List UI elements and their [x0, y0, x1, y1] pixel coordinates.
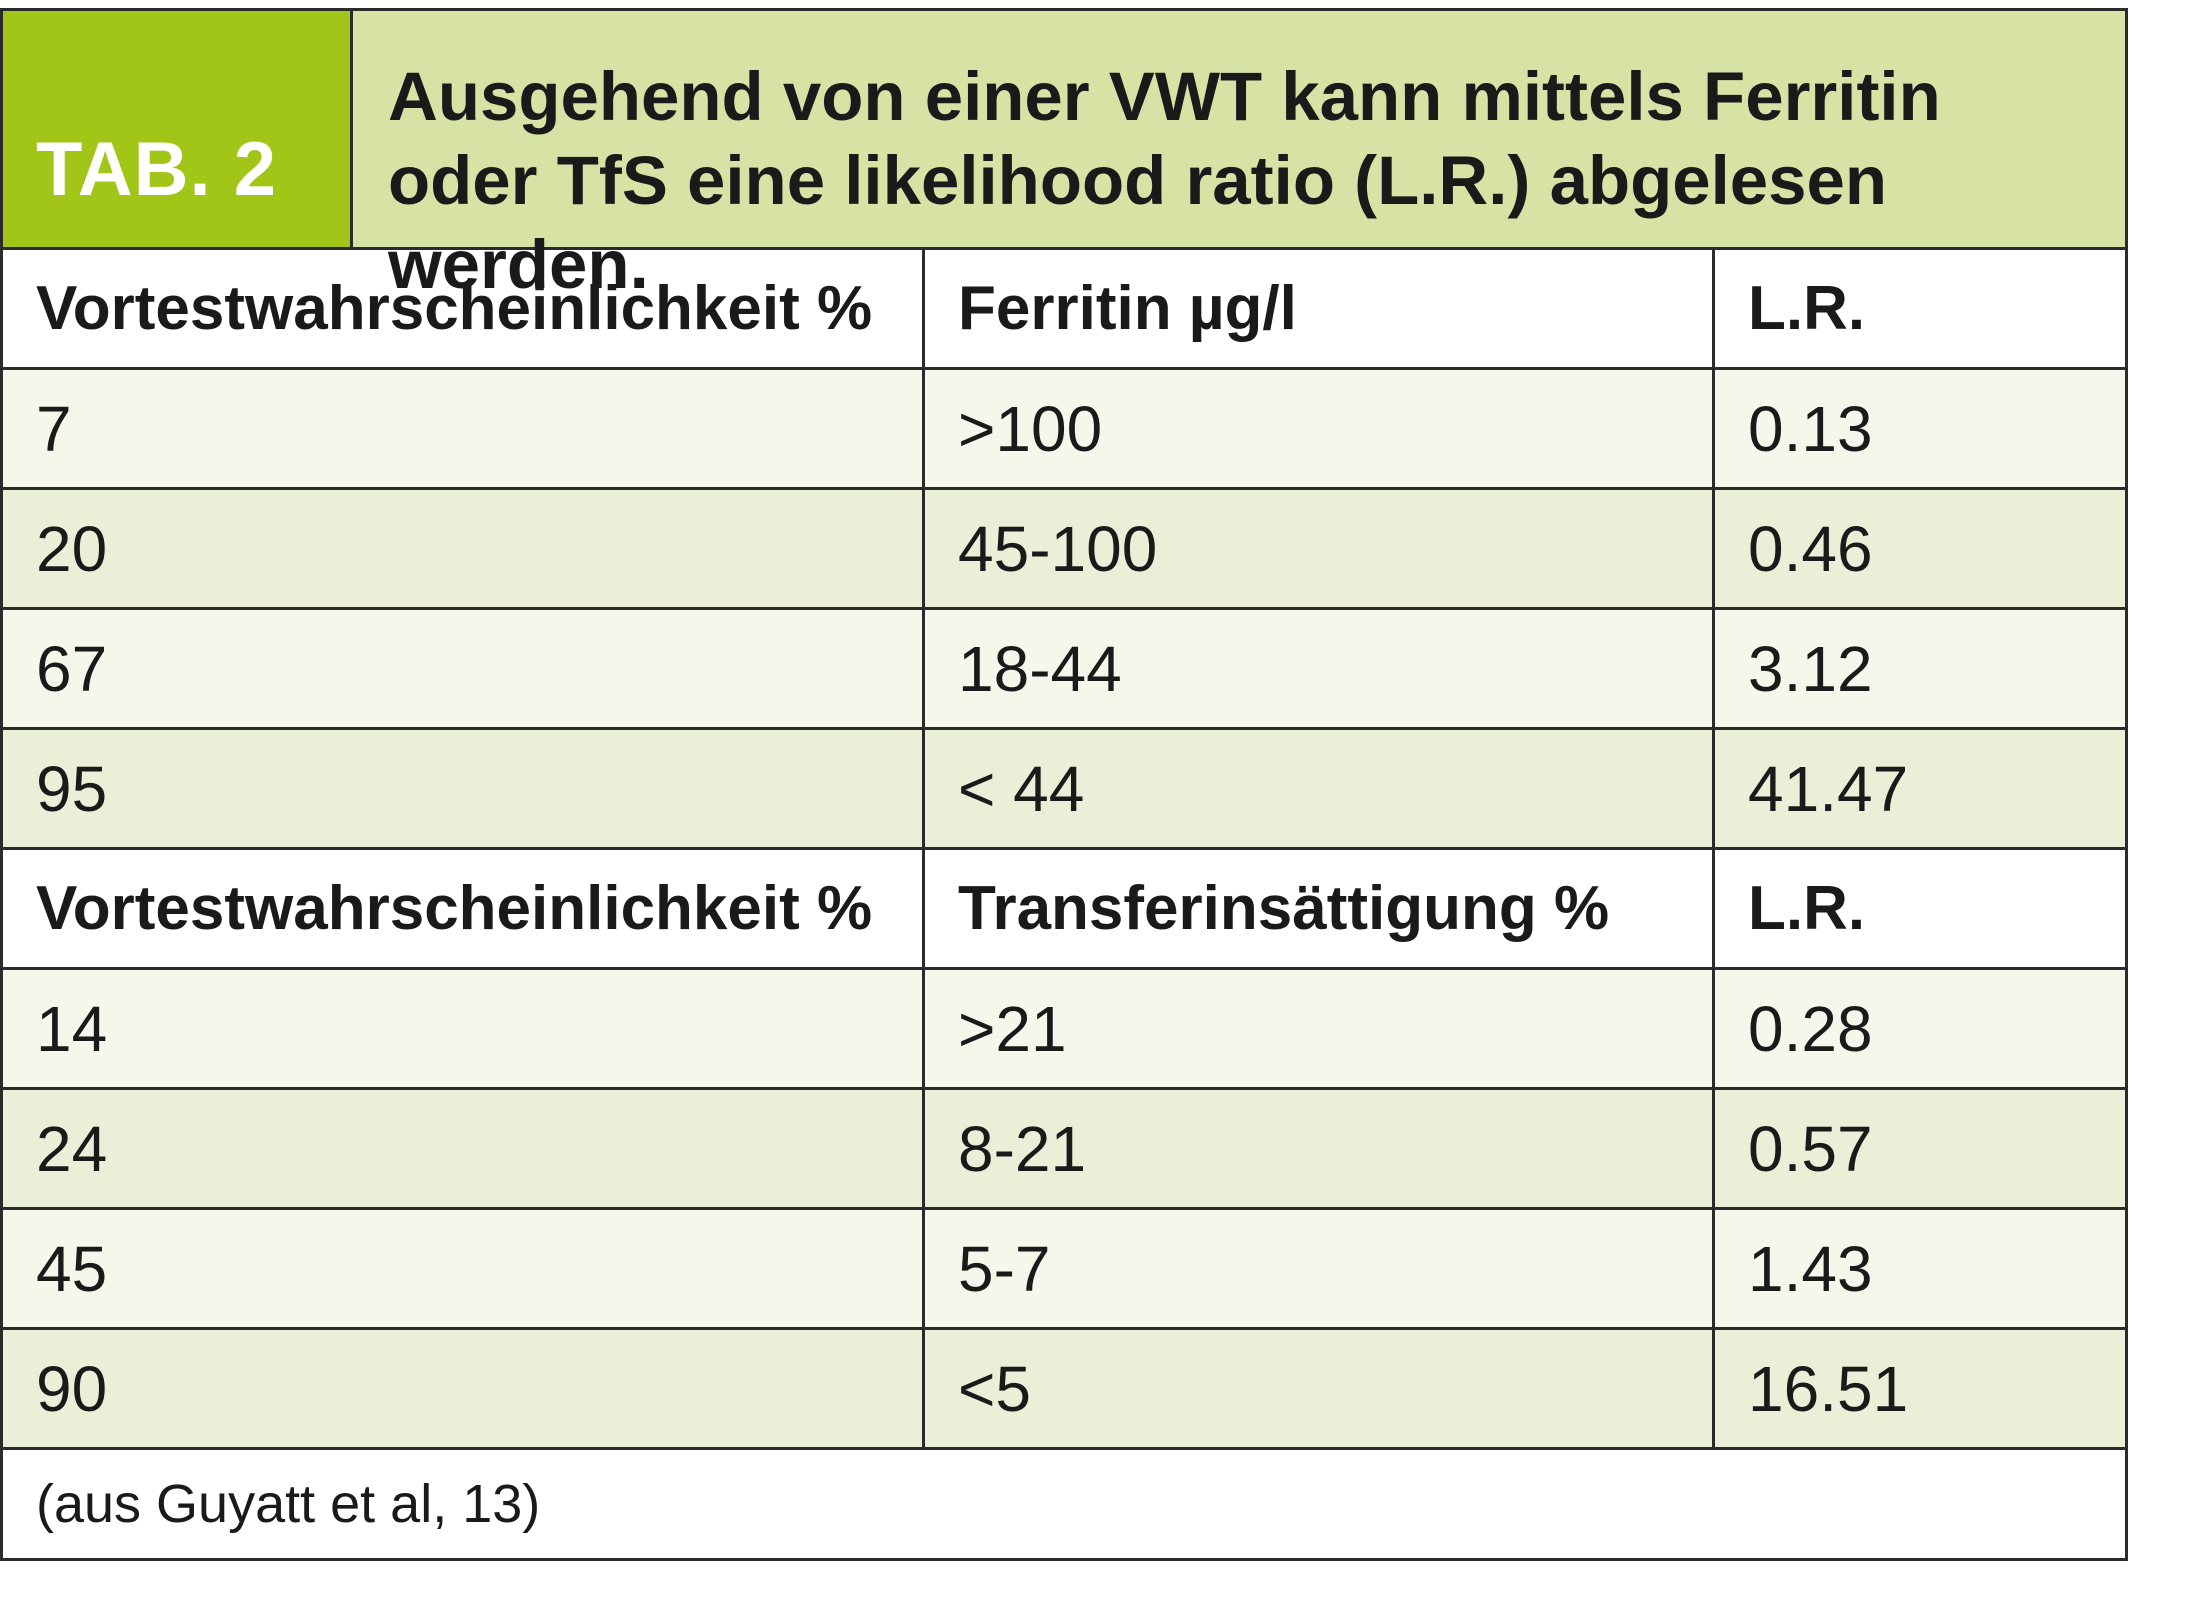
table-figure: TAB. 2 Ausgehend von einer VWT kann mitt…	[0, 8, 2128, 1561]
cell-likelihood-ratio: 0.28	[1748, 992, 1873, 1065]
table-row: 14 >21 0.28	[3, 970, 2125, 1090]
cell-likelihood-ratio: 0.57	[1748, 1112, 1873, 1185]
cell-transferrin-saturation: 5-7	[925, 1210, 1715, 1327]
cell-pretest-probability: 45	[3, 1210, 925, 1327]
table-title: Ausgehend von einer VWT kann mittels Fer…	[388, 58, 1941, 303]
cell-ferritin: 18-44	[925, 610, 1715, 727]
table-caption: TAB. 2 Ausgehend von einer VWT kann mitt…	[3, 11, 2125, 303]
cell-likelihood-ratio: 1.43	[1748, 1232, 1873, 1305]
table-row: 7 >100 0.13	[3, 370, 2125, 490]
cell-ferritin: >100	[925, 370, 1715, 487]
header-likelihood-ratio: L.R.	[1748, 274, 1866, 343]
cell-pretest-probability: 95	[3, 730, 925, 847]
cell-transferrin-saturation: >21	[925, 970, 1715, 1087]
ferritin-header-row: Vortestwahrscheinlichkeit % Ferritin µg/…	[3, 250, 2125, 370]
cell-pretest-probability: 24	[3, 1090, 925, 1207]
header-pretest-probability: Vortestwahrscheinlichkeit %	[3, 250, 925, 367]
cell-pretest-probability: 90	[3, 1330, 925, 1447]
cell-likelihood-ratio: 16.51	[1748, 1352, 1909, 1425]
table-source-footnote: (aus Guyatt et al, 13)	[3, 1450, 2125, 1558]
cell-transferrin-saturation: 8-21	[925, 1090, 1715, 1207]
cell-pretest-probability: 14	[3, 970, 925, 1087]
header-pretest-probability: Vortestwahrscheinlichkeit %	[3, 850, 925, 967]
table-row: 20 45-100 0.46	[3, 490, 2125, 610]
header-likelihood-ratio: L.R.	[1748, 874, 1866, 943]
table-number-label: TAB. 2	[3, 11, 353, 247]
table-row: 90 <5 16.51	[3, 1330, 2125, 1450]
cell-pretest-probability: 20	[3, 490, 925, 607]
table-row: 24 8-21 0.57	[3, 1090, 2125, 1210]
cell-likelihood-ratio: 3.12	[1748, 632, 1873, 705]
cell-pretest-probability: 67	[3, 610, 925, 727]
cell-transferrin-saturation: <5	[925, 1330, 1715, 1447]
table-row: 45 5-7 1.43	[3, 1210, 2125, 1330]
transferrin-header-row: Vortestwahrscheinlichkeit % Transferinsä…	[3, 850, 2125, 970]
cell-pretest-probability: 7	[3, 370, 925, 487]
header-transferrin-saturation: Transferinsättigung %	[925, 850, 1715, 967]
cell-ferritin: < 44	[925, 730, 1715, 847]
table-row: 67 18-44 3.12	[3, 610, 2125, 730]
cell-ferritin: 45-100	[925, 490, 1715, 607]
cell-likelihood-ratio: 0.13	[1748, 392, 1873, 465]
table-row: 95 < 44 41.47	[3, 730, 2125, 850]
cell-likelihood-ratio: 41.47	[1748, 752, 1909, 825]
cell-likelihood-ratio: 0.46	[1748, 512, 1873, 585]
header-ferritin: Ferritin µg/l	[925, 250, 1715, 367]
